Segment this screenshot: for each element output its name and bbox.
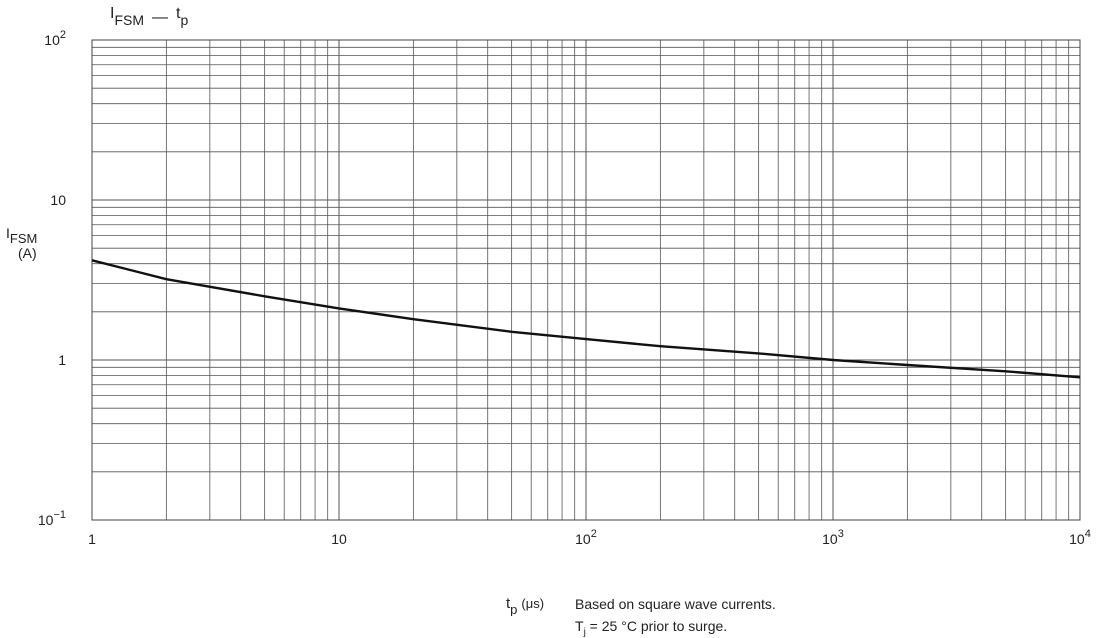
note-square-wave: Based on square wave currents.	[575, 596, 776, 612]
x-tick-label: 104	[1069, 528, 1091, 547]
series-curve	[91, 259, 1081, 379]
plot-frame	[91, 39, 1081, 521]
chart-title: IFSM — tp	[110, 5, 188, 28]
plot-grid	[91, 39, 1081, 521]
y-tick-label: 10−1	[38, 509, 66, 528]
x-tick-label: 102	[575, 528, 597, 547]
x-tick-labels: 1 10 102 103 104	[88, 528, 1091, 547]
y-tick-label: 102	[44, 29, 66, 48]
y-tick-labels: 102 10 1 10−1	[38, 29, 66, 528]
y-tick-label: 10	[50, 192, 66, 208]
x-axis-label: tp (μs)	[506, 595, 544, 616]
y-axis-unit: (A)	[18, 245, 37, 261]
x-tick-label: 1	[88, 531, 96, 547]
surge-current-chart: IFSM — tp IFSM (A) tp (μs) 1 10 102 103 104 102…	[6, 5, 1091, 616]
x-tick-label: 103	[822, 528, 844, 547]
note-junction-temp: Tj = 25 °C prior to surge.	[575, 618, 728, 638]
x-tick-label: 10	[331, 531, 347, 547]
y-tick-label: 1	[58, 352, 66, 368]
y-axis-label: IFSM	[6, 225, 37, 246]
